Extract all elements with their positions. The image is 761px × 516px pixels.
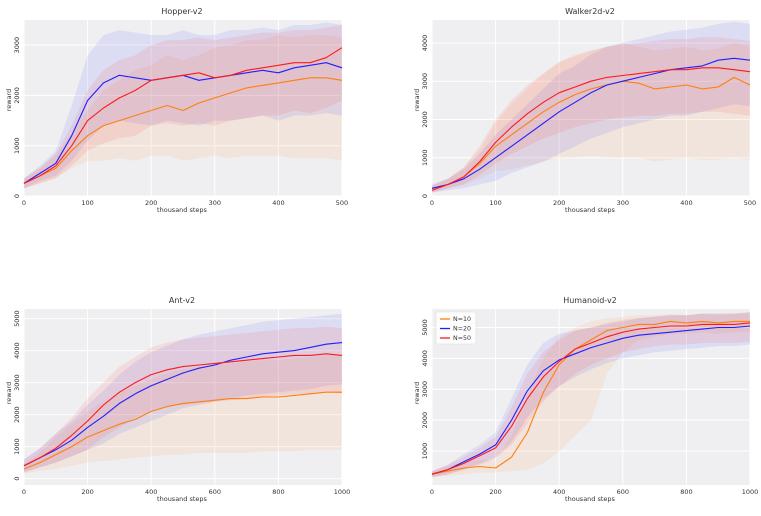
chart-title: Walker2d-v2: [565, 7, 615, 16]
y-tick-label: 1000: [13, 438, 21, 455]
y-tick-label: 1000: [421, 443, 429, 460]
x-tick-label: 1000: [742, 488, 759, 496]
confidence-band-n10: [432, 313, 750, 478]
x-axis-label: thousand steps: [565, 206, 616, 214]
y-tick-label: 3000: [13, 374, 21, 391]
chart-title: Hopper-v2: [161, 7, 202, 16]
series-line-n50: [23, 47, 343, 184]
chart-title: Ant-v2: [169, 296, 195, 305]
y-tick-label: 1000: [421, 149, 429, 166]
series-line-n50: [431, 322, 751, 475]
x-tick-label: 600: [209, 488, 221, 496]
x-tick-label: 500: [336, 199, 348, 207]
chart-hopper: Hopper-v2 thousand steps reward 0 100 200 3…: [5, 7, 348, 214]
x-tick-label: 100: [81, 199, 93, 207]
series-line-n10: [23, 391, 342, 470]
series-line-n20: [431, 325, 751, 475]
y-axis-label: reward: [413, 382, 421, 405]
confidence-band-n10: [24, 35, 342, 189]
x-tick-label: 400: [145, 488, 157, 496]
confidence-band-n50: [24, 326, 342, 473]
y-tick-label: 0: [13, 194, 21, 198]
y-axis-label: reward: [5, 382, 13, 405]
y-tick-label: 2000: [421, 111, 429, 128]
confidence-band-n20: [432, 21, 750, 193]
series-line-n20: [23, 342, 343, 467]
series-line-n10: [431, 76, 751, 189]
plot-background: [432, 309, 750, 485]
series-line-n50: [431, 67, 751, 191]
series-line-n50: [23, 353, 343, 467]
x-tick-label: 500: [744, 199, 756, 207]
legend-box: [435, 311, 477, 345]
y-tick-label: 3000: [421, 381, 429, 398]
plot-background: [24, 309, 342, 485]
y-tick-label: 3000: [13, 37, 21, 54]
y-axis-label: reward: [413, 89, 421, 112]
x-tick-label: 400: [272, 199, 284, 207]
x-tick-label: 200: [553, 199, 565, 207]
y-tick-label: 3000: [421, 73, 429, 90]
x-axis-label: thousand steps: [565, 495, 616, 503]
x-axis-label: thousand steps: [157, 206, 208, 214]
chart-title: Humanoid-v2: [563, 296, 617, 305]
series-line-n10: [23, 77, 343, 184]
chart-humanoid: Humanoid-v2 thousand steps reward 0 200 40…: [413, 296, 758, 503]
y-tick-label: 0: [13, 477, 21, 481]
legend-label: N=20: [453, 326, 471, 333]
chart-ant: Ant-v2 thousand steps reward 0 200 400 600 8…: [5, 296, 350, 503]
x-tick-label: 800: [680, 488, 692, 496]
x-tick-label: 400: [553, 488, 565, 496]
x-tick-label: 800: [272, 488, 284, 496]
x-tick-label: 200: [81, 488, 93, 496]
x-axis-label: thousand steps: [157, 495, 208, 503]
x-tick-label: 1000: [334, 488, 351, 496]
series-line-n10: [431, 320, 750, 475]
y-tick-label: 5000: [421, 319, 429, 336]
legend-label: N=50: [453, 335, 471, 342]
y-tick-label: 2000: [421, 412, 429, 429]
x-tick-label: 200: [489, 488, 501, 496]
x-tick-label: 300: [617, 199, 629, 207]
x-tick-label: 0: [22, 199, 26, 207]
x-tick-label: 0: [22, 488, 26, 496]
confidence-band-n50: [432, 312, 750, 478]
confidence-band-n10: [432, 43, 750, 193]
plot-background: [432, 20, 750, 196]
confidence-band-n20: [24, 22, 342, 189]
y-tick-label: 4000: [421, 350, 429, 367]
series-line-n20: [431, 57, 751, 189]
x-tick-label: 200: [145, 199, 157, 207]
x-tick-label: 600: [617, 488, 629, 496]
chart-walker2d: Walker2d-v2 thousand steps reward 0 100 20…: [413, 7, 756, 214]
confidence-band-n50: [432, 37, 750, 193]
y-tick-label: 2000: [13, 87, 21, 104]
x-tick-label: 300: [209, 199, 221, 207]
x-tick-label: 0: [430, 199, 434, 207]
confidence-band-n20: [432, 312, 750, 478]
y-tick-label: 2000: [13, 406, 21, 423]
plot-background: [24, 20, 342, 196]
y-tick-label: 4000: [13, 342, 21, 359]
confidence-band-n50: [24, 25, 342, 189]
y-tick-label: 1000: [13, 137, 21, 154]
legend-label: N=10: [453, 316, 471, 323]
y-tick-label: 5000: [13, 310, 21, 327]
confidence-band-n10: [24, 355, 342, 474]
x-tick-label: 0: [430, 488, 434, 496]
x-tick-label: 100: [489, 199, 501, 207]
y-tick-label: 0: [421, 194, 429, 198]
x-tick-label: 400: [680, 199, 692, 207]
y-tick-label: 4000: [421, 35, 429, 52]
y-axis-label: reward: [5, 89, 13, 112]
